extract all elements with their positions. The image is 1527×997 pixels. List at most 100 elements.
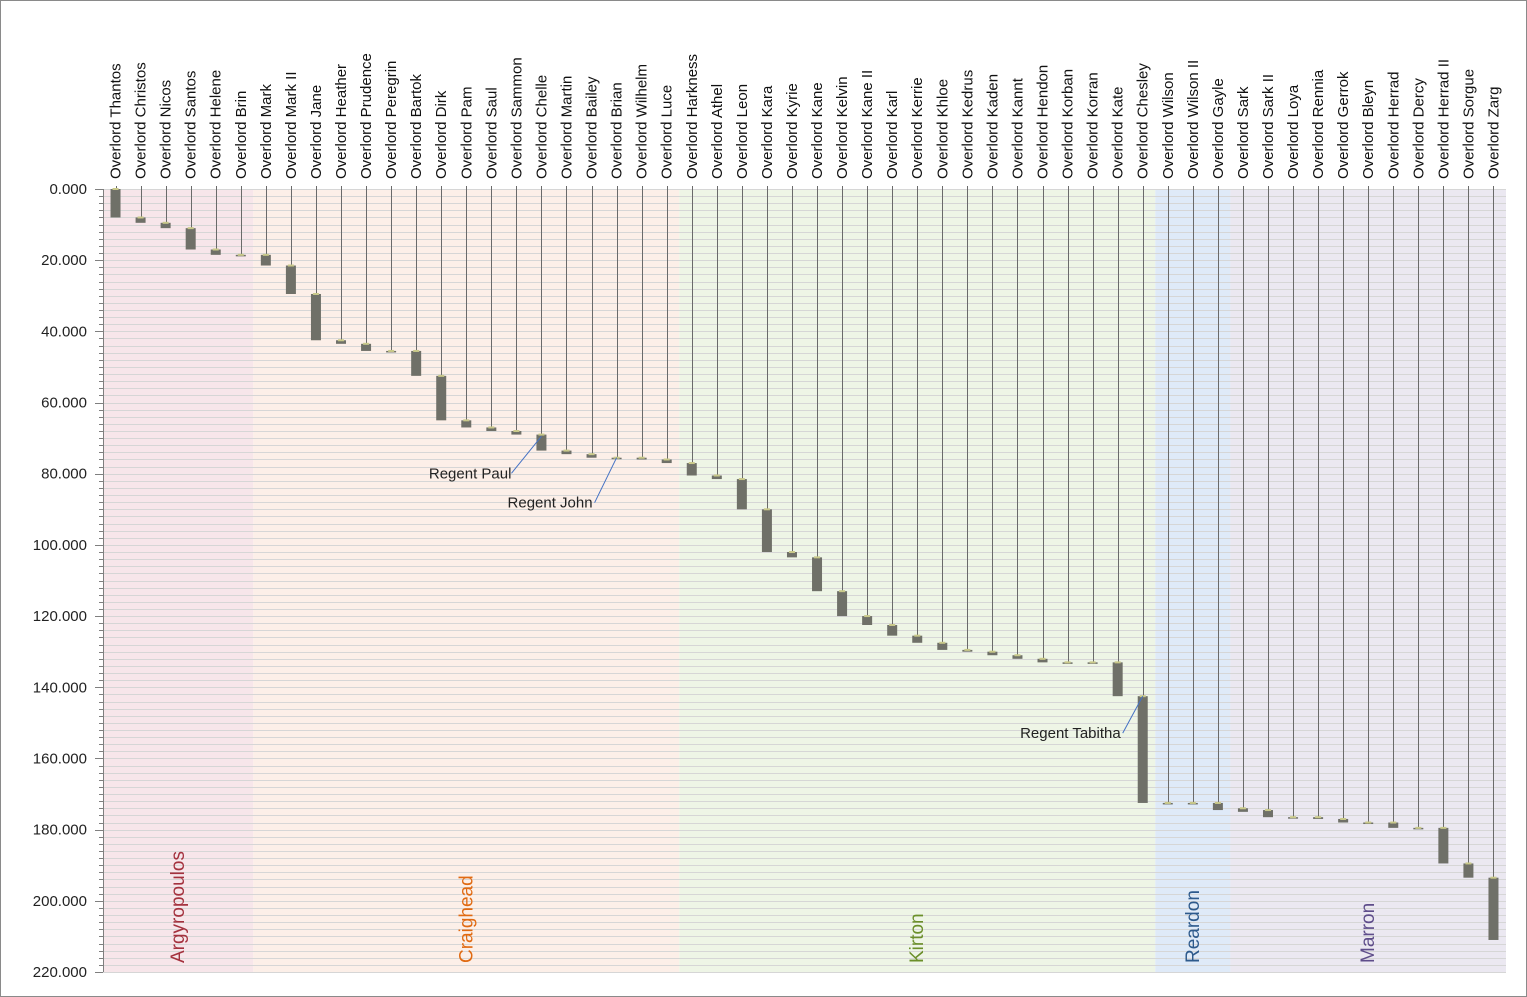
bar-overlord-kannt <box>1012 655 1023 659</box>
start-marker-overlord-sark <box>1239 807 1246 810</box>
dynasty-label-argyropoulos: Argyropoulos <box>168 851 189 963</box>
band-reardon <box>1155 189 1231 972</box>
annotation-regent-paul: Regent Paul <box>429 465 512 482</box>
dynasty-label-reardon: Reardon <box>1183 890 1204 963</box>
y-tick-label: 180.000 <box>33 822 87 839</box>
start-marker-overlord-zarg <box>1490 876 1497 879</box>
start-marker-overlord-sorgue <box>1465 862 1472 865</box>
start-marker-overlord-kyrie <box>788 551 795 554</box>
category-label: Overlord Thantos <box>108 63 125 179</box>
bar-overlord-kaden <box>987 651 998 656</box>
bar-overlord-santos <box>185 228 196 250</box>
category-label: Overlord Gerrok <box>1335 71 1352 179</box>
annotation-regent-tabitha: Regent Tabitha <box>1020 725 1121 742</box>
start-marker-overlord-rennia <box>1315 816 1322 819</box>
category-label: Overlord Kate <box>1110 86 1127 179</box>
dynasty-label-marron: Marron <box>1358 903 1379 963</box>
y-axis: 0.000 20.000 40.000 60.000 80.000 100.000 120.… <box>33 181 104 981</box>
start-marker-overlord-harkness <box>688 462 695 465</box>
start-marker-overlord-loya <box>1290 816 1297 819</box>
bar-overlord-mark <box>260 254 271 266</box>
bar-overlord-kara <box>761 509 772 553</box>
bar-overlord-kane-ii <box>862 616 873 625</box>
bar-overlord-bailey <box>586 454 597 458</box>
category-label: Overlord Mark II <box>283 71 300 179</box>
category-label: Overlord Sark II <box>1260 74 1277 179</box>
start-marker-overlord-heather <box>338 339 345 342</box>
bar-overlord-jane <box>310 293 321 341</box>
bar-overlord-sorgue <box>1463 863 1474 878</box>
regent-annotations: Regent Paul Regent John Regent Tabitha <box>429 436 1144 742</box>
leader-line-regent-paul <box>511 436 542 474</box>
start-marker-overlord-kate <box>1114 661 1121 664</box>
category-label: Overlord Bailey <box>584 76 601 179</box>
start-marker-overlord-hendon <box>1039 657 1046 660</box>
start-marker-overlord-bleyn <box>1365 821 1372 824</box>
category-label: Overlord Brian <box>609 82 626 179</box>
drop-lines <box>116 186 1494 878</box>
category-label: Overlord Sammon <box>508 57 525 179</box>
y-tick-label: 80.000 <box>41 466 87 483</box>
gridlines <box>103 189 1506 973</box>
bar-overlord-luce <box>661 459 672 464</box>
bar-overlord-hendon <box>1037 658 1048 663</box>
start-marker-overlord-pam <box>463 419 470 422</box>
start-marker-overlord-kerrie <box>914 634 921 637</box>
category-label: Overlord Santos <box>183 71 200 179</box>
start-marker-overlord-karl <box>889 623 896 626</box>
start-marker-overlord-herrad <box>1390 821 1397 824</box>
dynasty-labels: Argyropoulos Craighead Kirton Reardon Marron <box>168 851 1379 963</box>
bar-overlord-karl <box>887 624 898 636</box>
category-label: Overlord Hendon <box>1035 65 1052 179</box>
category-label: Overlord Wilhelm <box>634 64 651 179</box>
category-label: Overlord Dercy <box>1410 78 1427 179</box>
start-marker-overlord-korran <box>1089 661 1096 664</box>
bar-overlord-mark-ii <box>285 265 296 294</box>
bar-overlord-helene <box>210 249 221 255</box>
bar-overlord-thantos <box>110 189 121 218</box>
start-marker-overlord-helene <box>212 248 219 251</box>
start-marker-overlord-dirk <box>438 374 445 377</box>
category-label: Overlord Kelvin <box>834 76 851 179</box>
bar-overlord-athel <box>711 475 722 480</box>
category-label: Overlord Kara <box>759 85 776 179</box>
start-marker-overlord-sark-ii <box>1264 809 1271 812</box>
category-label: Overlord Chesley <box>1135 63 1152 179</box>
start-marker-overlord-bartok <box>413 349 420 352</box>
category-label: Overlord Sark <box>1235 86 1252 179</box>
start-marker-overlord-wilson <box>1164 801 1171 804</box>
category-label: Overlord Rennia <box>1310 69 1327 179</box>
category-label: Overlord Wilson II <box>1185 60 1202 179</box>
category-label: Overlord Kane II <box>859 70 876 179</box>
category-label: Overlord Khloe <box>934 79 951 179</box>
category-label: Overlord Gayle <box>1210 78 1227 179</box>
y-tick-label: 40.000 <box>41 323 87 340</box>
category-labels: Overlord Thantos Overlord Christos Overlor… <box>108 53 1503 179</box>
bar-overlord-kane <box>812 557 823 592</box>
leader-line-regent-tabitha <box>1122 695 1144 734</box>
category-label: Overlord Korban <box>1060 69 1077 179</box>
bar-overlord-nicos <box>160 222 171 229</box>
bar-overlord-kelvin <box>837 591 848 617</box>
category-label: Overlord Karl <box>884 91 901 179</box>
y-tick-label: 140.000 <box>33 679 87 696</box>
start-marker-overlord-kara <box>763 508 770 511</box>
start-marker-overlord-mark <box>262 253 269 256</box>
y-tick-label: 60.000 <box>41 395 87 412</box>
category-label: Overlord Kannt <box>1009 77 1026 179</box>
category-label: Overlord Martin <box>558 76 575 179</box>
bar-overlord-martin <box>561 450 572 455</box>
start-marker-overlord-thantos <box>112 188 119 190</box>
start-marker-overlord-santos <box>187 227 194 230</box>
start-marker-overlord-kaden <box>989 650 996 653</box>
category-label: Overlord Leon <box>734 84 751 179</box>
bar-overlord-bartok <box>411 350 422 376</box>
start-marker-overlord-peregrin <box>388 349 395 352</box>
bar-overlord-herrad <box>1388 822 1399 828</box>
start-marker-overlord-kane <box>814 556 821 559</box>
reign-bars <box>110 188 1499 940</box>
category-label: Overlord Herrad <box>1385 71 1402 179</box>
bar-overlord-harkness <box>686 463 697 476</box>
